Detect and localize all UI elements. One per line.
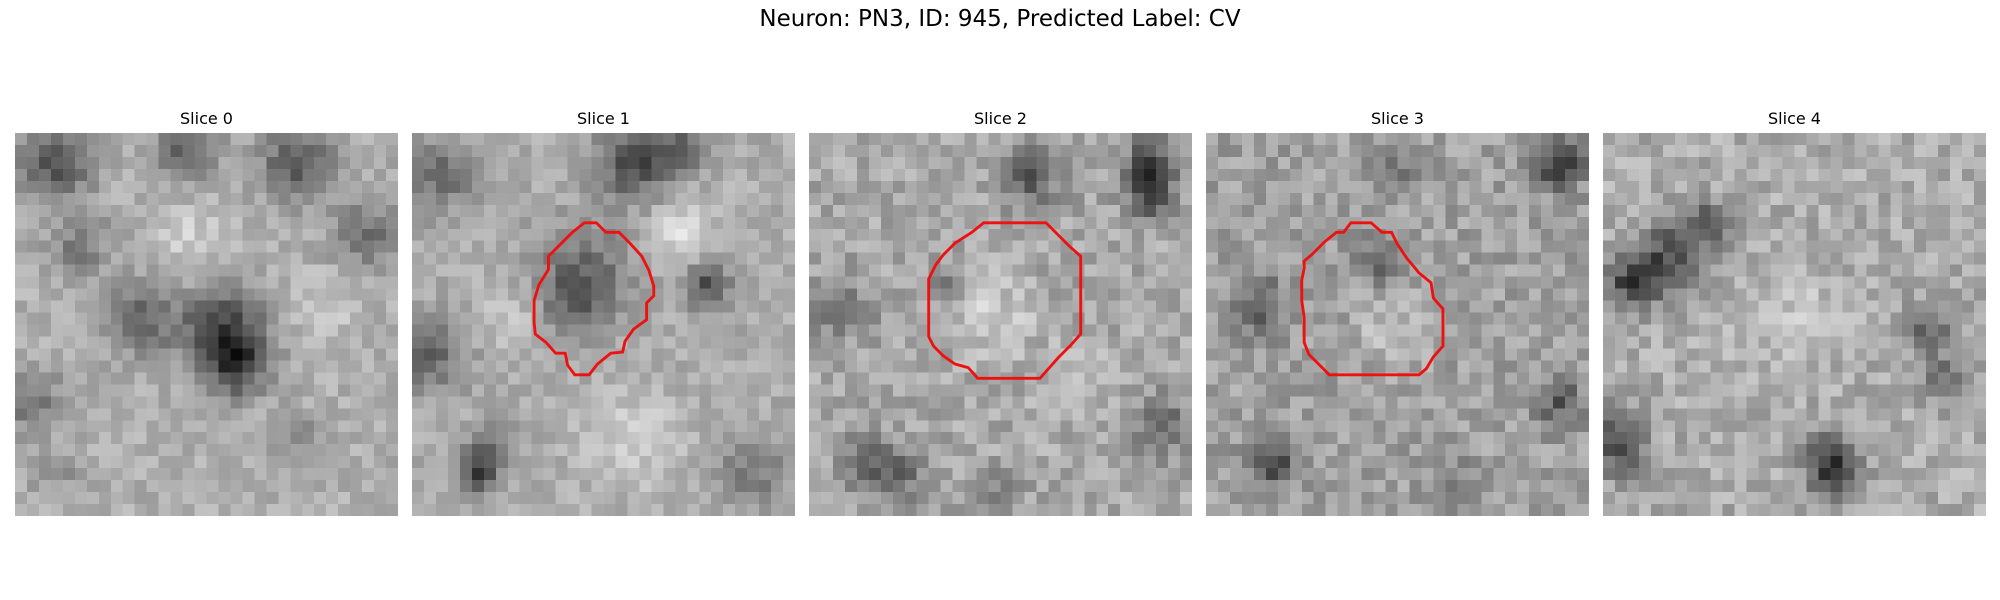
slice-1-pixels	[412, 133, 795, 516]
slice-2-segmentation-outline	[927, 221, 1083, 380]
figure-title: Neuron: PN3, ID: 945, Predicted Label: C…	[759, 6, 1241, 32]
slice-4-title: Slice 4	[1768, 109, 1821, 128]
slice-3-title: Slice 3	[1371, 109, 1424, 128]
slice-0-pixels	[15, 133, 398, 516]
slice-2-pixels	[809, 133, 1192, 516]
slice-2-image	[809, 133, 1192, 516]
slice-4-image	[1603, 133, 1986, 516]
slice-0-image	[15, 133, 398, 516]
slice-3-image	[1206, 133, 1589, 516]
slice-3-pixels	[1206, 133, 1589, 516]
slice-1-segmentation-outline	[532, 221, 656, 377]
slice-3-segmentation-outline	[1300, 221, 1445, 377]
slice-2-title: Slice 2	[974, 109, 1027, 128]
slice-1-title: Slice 1	[577, 109, 630, 128]
slice-1-image	[412, 133, 795, 516]
slice-4-pixels	[1603, 133, 1986, 516]
slice-0-title: Slice 0	[180, 109, 233, 128]
